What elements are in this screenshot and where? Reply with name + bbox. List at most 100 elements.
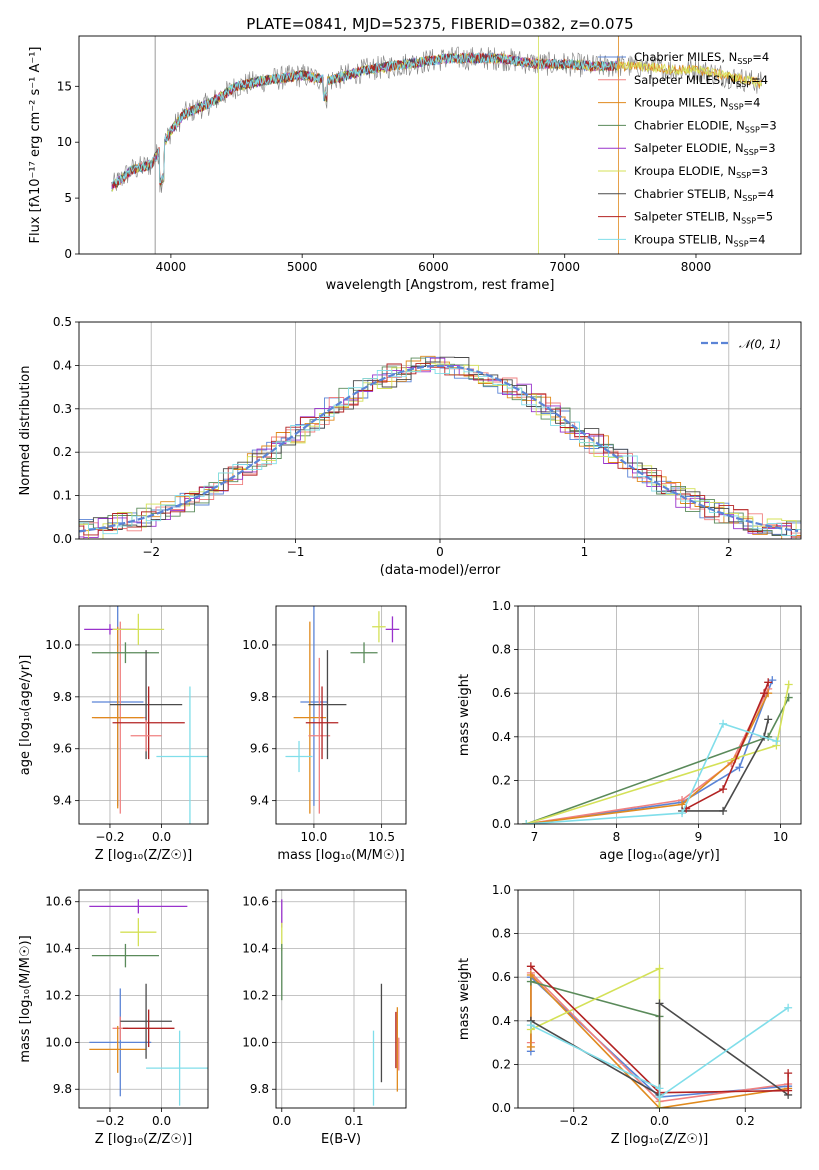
plot-area bbox=[518, 890, 801, 1108]
axes-frame bbox=[78, 321, 802, 540]
y-tick-label: 10.0 bbox=[45, 638, 72, 652]
y-tick-label: 0.1 bbox=[53, 489, 72, 503]
x-tick-label: 7 bbox=[531, 830, 539, 844]
legend-label: Salpeter ELODIE, NSSP=3 bbox=[634, 141, 776, 157]
legend-subscript: SSP bbox=[744, 148, 759, 157]
legend-label: Kroupa MILES, NSSP=4 bbox=[634, 96, 760, 112]
panel-mass-vs-EBV: 0.0 0.1 9.8 10.0 10.2 10.4 10.6 E(B-V) bbox=[242, 889, 407, 1147]
x-axis-label: wavelength [Angstrom, rest frame] bbox=[326, 278, 555, 293]
legend-label: Chabrier STELIB, NSSP=4 bbox=[634, 187, 774, 203]
mass-weight-series bbox=[526, 679, 774, 824]
plus-marker bbox=[678, 809, 687, 818]
legend-value: =4 bbox=[757, 187, 774, 201]
panel-residuals: −2 −1 0 1 2 0.0 0.1 0.2 0.3 0.4 0.5 (data-model)/er… bbox=[18, 315, 802, 578]
x-tick-label: −1 bbox=[287, 545, 305, 559]
y-tick-label: 10.0 bbox=[242, 638, 269, 652]
gaussian-curve bbox=[79, 364, 799, 533]
x-tick-label: 2 bbox=[725, 545, 733, 559]
y-tick-label: 9.8 bbox=[53, 690, 72, 704]
legend-label: Salpeter STELIB, NSSP=5 bbox=[634, 210, 773, 226]
plot-area bbox=[79, 890, 208, 1108]
legend-subscript: SSP bbox=[736, 80, 751, 89]
x-tick-label: 7000 bbox=[549, 260, 580, 274]
x-tick-label: −0.2 bbox=[95, 1114, 124, 1128]
x-tick-label: 8000 bbox=[681, 260, 712, 274]
mass-weight-series bbox=[530, 1001, 789, 1097]
plus-marker bbox=[772, 737, 781, 746]
y-axis-label: age [log₁₀(age/yr)] bbox=[18, 655, 33, 776]
y-tick-label: 1.0 bbox=[492, 883, 511, 897]
plus-marker bbox=[719, 719, 728, 728]
y-axis-label: Normed distribution bbox=[18, 366, 33, 496]
legend-subscript: SSP bbox=[737, 57, 752, 66]
legend-value: =3 bbox=[760, 118, 777, 132]
mass-weight-series bbox=[682, 719, 769, 812]
y-tick-label: 0.8 bbox=[492, 643, 511, 657]
plus-marker bbox=[655, 1084, 664, 1093]
axes-frame bbox=[517, 889, 802, 1109]
y-tick-label: 0.2 bbox=[492, 773, 511, 787]
x-tick-label: 0.2 bbox=[736, 1114, 755, 1128]
plot-area bbox=[276, 890, 406, 1108]
x-tick-label: 4000 bbox=[156, 260, 187, 274]
y-tick-label: 0.0 bbox=[492, 1101, 511, 1115]
plot-area bbox=[79, 322, 801, 539]
plus-marker bbox=[784, 1069, 793, 1078]
axes-frame bbox=[78, 605, 209, 825]
mass-weight-series bbox=[685, 682, 769, 810]
legend-subscript: SSP bbox=[745, 125, 760, 134]
x-axis-label: Z [log₁₀(Z/Z☉)] bbox=[95, 848, 192, 863]
plus-marker bbox=[719, 806, 728, 815]
x-tick-label: −0.2 bbox=[559, 1114, 588, 1128]
legend-label: Salpeter MILES, NSSP=4 bbox=[634, 73, 768, 89]
y-tick-label: 10.6 bbox=[242, 895, 269, 909]
y-tick-label: 5 bbox=[64, 191, 72, 205]
spectrum-line bbox=[111, 52, 618, 185]
histogram-series bbox=[79, 367, 801, 537]
legend-label: Kroupa ELODIE, NSSP=3 bbox=[634, 164, 768, 180]
y-tick-label: 9.4 bbox=[53, 794, 72, 808]
legend-value: =3 bbox=[751, 164, 768, 178]
x-axis-label: mass [log₁₀(M/M☉)] bbox=[277, 848, 404, 863]
y-axis-label: mass weight bbox=[457, 674, 472, 756]
x-axis-label: Z [log₁₀(Z/Z☉)] bbox=[611, 1132, 708, 1147]
y-tick-label: 10.0 bbox=[242, 1035, 269, 1049]
y-tick-label: 15 bbox=[57, 79, 72, 93]
y-tick-label: 0.5 bbox=[53, 315, 72, 329]
y-tick-label: 0.6 bbox=[492, 970, 511, 984]
y-tick-label: 0.4 bbox=[53, 358, 72, 372]
x-tick-label: 6000 bbox=[418, 260, 449, 274]
x-tick-label: 0 bbox=[436, 545, 444, 559]
legend-value: =3 bbox=[759, 141, 776, 155]
legend-value: =4 bbox=[744, 96, 761, 110]
y-tick-label: 10.4 bbox=[45, 942, 72, 956]
legend-label: Chabrier MILES, NSSP=4 bbox=[634, 50, 769, 66]
panel-age-vs-mass: 10.0 10.5 9.4 9.6 9.8 10.0 mass [log₁₀(M/M☉)] bbox=[242, 605, 407, 863]
x-tick-label: −2 bbox=[142, 545, 160, 559]
plus-marker bbox=[719, 785, 728, 794]
legend-subscript: SSP bbox=[734, 239, 749, 248]
histogram-series bbox=[79, 357, 801, 539]
panel-age-vs-Z: −0.2 0.0 9.4 9.6 9.8 10.0 Z [log₁₀(Z/Z☉)] age [… bbox=[18, 605, 209, 863]
plus-marker bbox=[760, 689, 769, 698]
x-tick-label: 10.5 bbox=[368, 830, 395, 844]
x-tick-label: 8 bbox=[613, 830, 621, 844]
plus-marker bbox=[784, 680, 793, 689]
spectrum-legend: Chabrier MILES, NSSP=4 Salpeter MILES, NS… bbox=[598, 50, 777, 248]
x-tick-label: 0.0 bbox=[152, 830, 171, 844]
axes-frame bbox=[275, 889, 407, 1109]
y-tick-label: 10 bbox=[57, 135, 72, 149]
legend-label: Chabrier ELODIE, NSSP=3 bbox=[634, 118, 777, 134]
y-tick-label: 9.8 bbox=[250, 690, 269, 704]
y-tick-label: 0.0 bbox=[492, 817, 511, 831]
plus-marker bbox=[784, 1086, 793, 1095]
y-tick-label: 10.6 bbox=[45, 895, 72, 909]
y-tick-label: 0.8 bbox=[492, 927, 511, 941]
legend-value: =5 bbox=[756, 210, 773, 224]
plus-marker bbox=[735, 763, 744, 772]
legend-label: Kroupa STELIB, NSSP=4 bbox=[634, 232, 765, 248]
mass-weight-series bbox=[530, 1007, 789, 1099]
y-tick-label: 0.2 bbox=[492, 1057, 511, 1071]
y-tick-label: 0.0 bbox=[53, 532, 72, 546]
